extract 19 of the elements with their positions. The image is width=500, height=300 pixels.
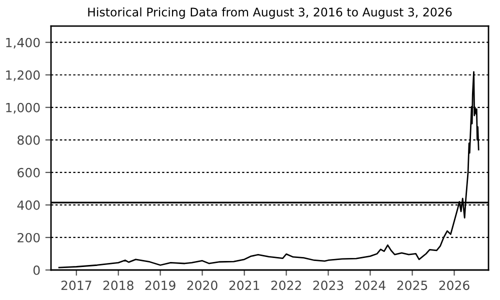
x-tick-label: 2017 [61,280,92,290]
x-tick-label: 2023 [313,280,344,290]
x-tick-label: 2020 [187,280,218,290]
x-tick-label: 2024 [355,280,386,290]
x-tick-label: 2019 [145,280,176,290]
x-tick-label: 2021 [229,280,260,290]
x-tick-label: 2026 [439,280,470,290]
y-tick-label: 800 [18,135,40,145]
y-tick-label: 1,000 [6,102,40,114]
y-tick-label: 200 [18,232,40,242]
y-tick-label: 600 [18,168,40,178]
y-tick-label: 1,200 [6,70,40,82]
y-tick-label: 0 [33,265,40,275]
chart-title: Historical Pricing Data from August 3, 2016 to August 3, 2026 [88,7,452,19]
y-tick-label: 1,400 [6,38,40,49]
y-tick-label: 400 [17,200,40,210]
x-tick-label: 2022 [271,280,301,290]
x-tick-label: 2018 [103,280,134,290]
x-tick-label: 2025 [397,280,428,290]
